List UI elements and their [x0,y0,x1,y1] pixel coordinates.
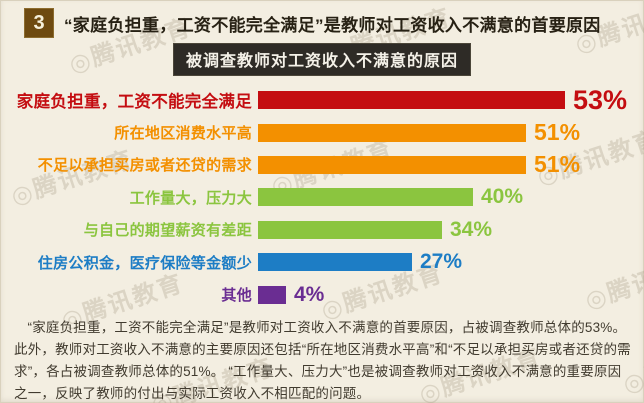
bar-value: 4% [294,282,325,306]
bar-row: 其他 4% [0,278,644,310]
bar [258,285,286,304]
bar-value: 51% [534,151,581,178]
header: 3 “家庭负担重，工资不能完全满足”是教师对工资收入不满意的首要原因 [24,8,601,38]
bar-value: 27% [420,250,463,274]
page-title: “家庭负担重，工资不能完全满足”是教师对工资收入不满意的首要原因 [64,15,601,35]
bar-value: 34% [450,217,493,241]
bar [258,220,442,239]
bar-value: 51% [534,119,581,146]
bar [258,91,565,110]
bar-row: 家庭负担重，工资不能完全满足 53% [0,84,644,116]
section-number-badge: 3 [24,8,54,38]
bar-label: 与自己的期望薪资有差距 [83,222,252,240]
chart-title: 被调查教师对工资收入不满意的原因 [172,43,471,76]
bar-value: 53% [573,84,628,115]
bar-row: 不足以承担买房或者还贷的需求 51% [0,149,644,181]
bar [258,155,526,174]
bar-label: 家庭负担重，工资不能完全满足 [16,93,252,112]
bar-label: 不足以承担买房或者还贷的需求 [37,157,252,175]
bar-value: 40% [481,185,524,209]
bar-label: 住房公积金，医疗保险等金额少 [37,254,252,272]
bar-row: 与自己的期望薪资有差距 34% [0,214,644,246]
bar-row: 所在地区消费水平高 51% [0,116,644,148]
bar-label: 工作量大，压力大 [129,189,252,207]
footer-paragraph: “家庭负担重，工资不能完全满足”是教师对工资收入不满意的首要原因，占被调查教师总… [14,320,631,401]
bar-label: 其他 [221,287,252,305]
bar-row: 工作量大，压力大 40% [0,181,644,213]
bar-label: 所在地区消费水平高 [114,125,252,143]
bar [258,188,473,207]
bar-chart: 家庭负担重，工资不能完全满足 53% 所在地区消费水平高 51% 不足以承担买房… [0,84,644,311]
bar [258,123,526,142]
bar-row: 住房公积金，医疗保险等金额少 27% [0,246,644,278]
bar [258,253,412,272]
chart-title-wrap: 被调查教师对工资收入不满意的原因 [0,43,644,76]
